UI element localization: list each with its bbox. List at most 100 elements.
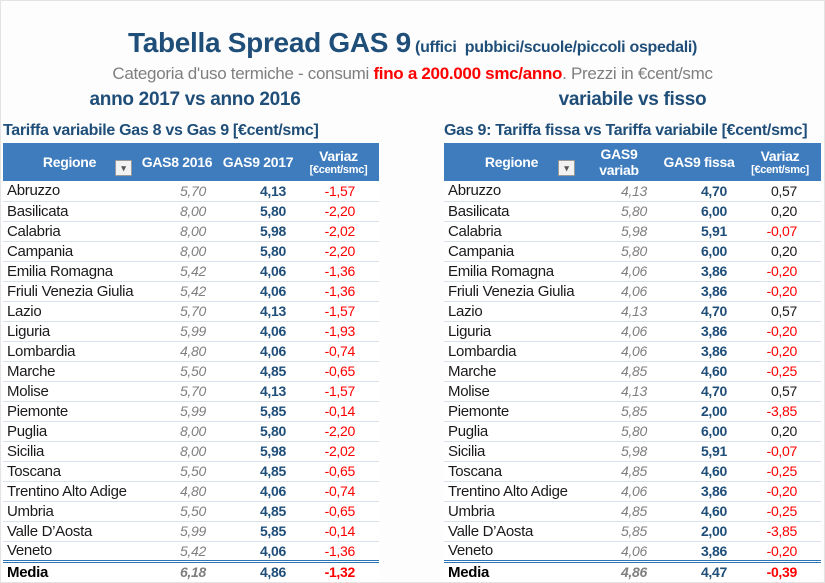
value-variation: -0,20 <box>739 281 821 302</box>
value-previous: 4,06 <box>579 541 659 562</box>
left-variaz-label: Variaz <box>319 147 358 164</box>
value-variation: -1,57 <box>298 181 379 202</box>
value-variation: -0,65 <box>298 461 379 482</box>
value-current: 4,70 <box>659 181 739 202</box>
value-previous: 5,98 <box>579 441 659 462</box>
value-previous: 5,80 <box>579 421 659 442</box>
table-row: Marche 5,50 4,85 -0,65 <box>3 361 379 382</box>
value-variation: -1,36 <box>298 261 379 282</box>
value-variation: -2,02 <box>298 441 379 462</box>
value-current: 3,86 <box>659 341 739 362</box>
right-media-variaz: -0,39 <box>739 559 821 582</box>
value-current: 5,80 <box>218 421 298 442</box>
region-name: Lombardia <box>444 341 579 362</box>
right-media-label: Media <box>444 559 579 582</box>
table-row: Abruzzo 4,13 4,70 0,57 <box>444 181 821 202</box>
region-name: Calabria <box>3 221 136 242</box>
value-current: 4,60 <box>659 361 739 382</box>
table-row: Molise 5,70 4,13 -1,57 <box>3 381 379 402</box>
region-name: Toscana <box>3 461 136 482</box>
table-row: Piemonte 5,85 2,00 -3,85 <box>444 401 821 422</box>
value-current: 4,13 <box>218 301 298 322</box>
value-current: 5,91 <box>659 221 739 242</box>
value-variation: -1,57 <box>298 301 379 322</box>
value-previous: 4,06 <box>579 261 659 282</box>
value-variation: 0,57 <box>739 301 821 322</box>
value-previous: 8,00 <box>136 241 218 262</box>
table-row: Emilia Romagna 4,06 3,86 -0,20 <box>444 261 821 282</box>
value-previous: 4,06 <box>579 481 659 502</box>
table-row: Basilicata 5,80 6,00 0,20 <box>444 201 821 222</box>
value-variation: -0,14 <box>298 401 379 422</box>
value-variation: 0,20 <box>739 241 821 262</box>
table-row: Lazio 5,70 4,13 -1,57 <box>3 301 379 322</box>
region-name: Abruzzo <box>444 181 579 202</box>
region-name: Lazio <box>3 301 136 322</box>
value-previous: 8,00 <box>136 421 218 442</box>
value-current: 3,86 <box>659 481 739 502</box>
right-variaz-unit: [€cent/smc] <box>751 163 809 176</box>
right-col-header-variaz: Variaz [€cent/smc] <box>739 143 821 181</box>
value-current: 2,00 <box>659 521 739 542</box>
table-row: Valle D’Aosta 5,99 5,85 -0,14 <box>3 521 379 542</box>
value-current: 4,70 <box>659 301 739 322</box>
value-current: 4,13 <box>218 381 298 402</box>
table-row: Lazio 4,13 4,70 0,57 <box>444 301 821 322</box>
table-row: Calabria 8,00 5,98 -2,02 <box>3 221 379 242</box>
table-row: Umbria 4,85 4,60 -0,25 <box>444 501 821 522</box>
table-row: Sicilia 8,00 5,98 -2,02 <box>3 441 379 462</box>
value-current: 4,60 <box>659 461 739 482</box>
value-current: 2,00 <box>659 401 739 422</box>
value-previous: 5,85 <box>579 401 659 422</box>
subtitle-suffix: . Prezzi in €cent/smc <box>562 64 713 83</box>
regione-filter-dropdown-icon[interactable]: ▾ <box>558 160 575 176</box>
value-previous: 5,42 <box>136 261 218 282</box>
value-variation: -0,25 <box>739 461 821 482</box>
table-row: Calabria 5,98 5,91 -0,07 <box>444 221 821 242</box>
value-variation: -0,20 <box>739 341 821 362</box>
table-row: Campania 5,80 6,00 0,20 <box>444 241 821 262</box>
value-current: 5,85 <box>218 401 298 422</box>
value-variation: -0,07 <box>739 221 821 242</box>
value-previous: 4,13 <box>579 381 659 402</box>
table-row: Lombardia 4,80 4,06 -0,74 <box>3 341 379 362</box>
value-current: 4,13 <box>218 181 298 202</box>
region-name: Basilicata <box>444 201 579 222</box>
value-previous: 5,80 <box>579 201 659 222</box>
value-previous: 8,00 <box>136 221 218 242</box>
region-name: Lazio <box>444 301 579 322</box>
value-previous: 5,85 <box>579 521 659 542</box>
value-previous: 5,42 <box>136 541 218 562</box>
value-previous: 5,50 <box>136 361 218 382</box>
region-name: Trentino Alto Adige <box>3 481 136 502</box>
value-current: 5,98 <box>218 221 298 242</box>
value-current: 4,06 <box>218 281 298 302</box>
value-variation: -0,07 <box>739 441 821 462</box>
page-title: Tabella Spread GAS 9 (uffici pubbici/scu… <box>1 27 824 59</box>
page-subtitle: Categoria d'uso termiche - consumi fino … <box>1 64 824 84</box>
value-current: 4,06 <box>218 261 298 282</box>
value-previous: 5,80 <box>579 241 659 262</box>
value-previous: 5,50 <box>136 501 218 522</box>
value-variation: -1,57 <box>298 381 379 402</box>
left-col-header-regione-label: Regione <box>42 153 97 170</box>
value-current: 5,91 <box>659 441 739 462</box>
value-current: 4,06 <box>218 341 298 362</box>
region-name: Lombardia <box>3 341 136 362</box>
table-row: Campania 8,00 5,80 -2,20 <box>3 241 379 262</box>
value-current: 3,86 <box>659 321 739 342</box>
region-name: Umbria <box>444 501 579 522</box>
value-current: 4,85 <box>218 501 298 522</box>
left-media-label: Media <box>3 559 136 582</box>
value-variation: -0,14 <box>298 521 379 542</box>
table-row: Emilia Romagna 5,42 4,06 -1,36 <box>3 261 379 282</box>
regione-filter-dropdown-icon[interactable]: ▾ <box>115 160 132 176</box>
value-previous: 5,42 <box>136 281 218 302</box>
heading-variable-vs-fixed: variabile vs fisso <box>558 89 707 110</box>
region-name: Molise <box>444 381 579 402</box>
value-variation: -0,20 <box>739 321 821 342</box>
region-name: Veneto <box>444 541 579 562</box>
value-previous: 5,98 <box>579 221 659 242</box>
table-row: Trentino Alto Adige 4,06 3,86 -0,20 <box>444 481 821 502</box>
value-variation: 0,57 <box>739 181 821 202</box>
